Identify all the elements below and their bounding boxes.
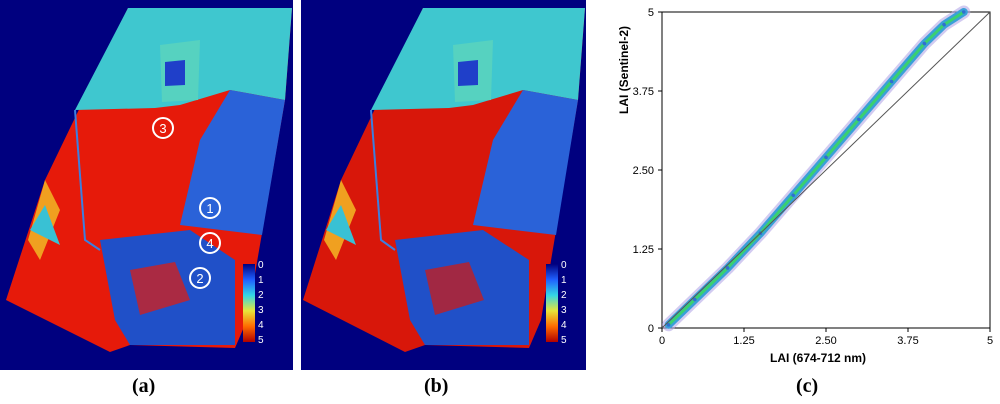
road-line bbox=[370, 109, 396, 251]
marker-2: 2 bbox=[189, 267, 211, 289]
y-tick-label: 2.50 bbox=[633, 165, 654, 177]
marker-1: 1 bbox=[199, 197, 221, 219]
data-point bbox=[666, 323, 671, 327]
legend-label: 0 bbox=[258, 260, 264, 271]
field-small-cyan bbox=[326, 205, 356, 245]
data-point bbox=[725, 266, 730, 270]
field-small-cyan bbox=[30, 205, 60, 245]
x-tick-label: 0 bbox=[659, 335, 665, 347]
svg-text:1: 1 bbox=[206, 201, 213, 216]
svg-text:4: 4 bbox=[206, 236, 213, 251]
one-to-one-line bbox=[661, 11, 991, 329]
field-blue-strip bbox=[473, 90, 578, 235]
y-axis-label: LAI (Sentinel-2) bbox=[617, 26, 631, 114]
caption-a: (a) bbox=[132, 375, 156, 397]
plot-area: 0 1.25 2.50 3.75 5 0 1.25 2.50 3.75 5 bbox=[633, 5, 993, 347]
lai-map-b: 0 1 2 3 4 5 bbox=[301, 0, 586, 370]
x-tick-label: 5 bbox=[987, 335, 993, 347]
data-point bbox=[961, 10, 966, 14]
x-tick-label: 2.50 bbox=[815, 335, 836, 347]
legend-label: 1 bbox=[561, 275, 567, 286]
data-point bbox=[889, 79, 894, 84]
scatter-chart: 0 1.25 2.50 3.75 5 0 1.25 2.50 3.75 5 LAI (674-71… bbox=[617, 5, 993, 365]
lai-map-a-image: 1 2 3 4 0 1 2 3 4 5 bbox=[6, 8, 292, 352]
legend-label: 5 bbox=[561, 335, 567, 346]
legend-label: 4 bbox=[561, 320, 567, 331]
data-point bbox=[942, 22, 946, 27]
data-point bbox=[824, 155, 828, 160]
lai-map-a: 1 2 3 4 0 1 2 3 4 5 bbox=[0, 0, 293, 370]
lai-map-b-image: 0 1 2 3 4 5 bbox=[303, 8, 585, 352]
svg-text:3: 3 bbox=[159, 121, 166, 136]
caption-c: (c) bbox=[796, 375, 819, 397]
legend-label: 3 bbox=[258, 305, 264, 316]
field-patch-dark bbox=[458, 60, 478, 86]
y-tick-label: 0 bbox=[648, 323, 654, 335]
data-point bbox=[693, 297, 697, 302]
village-red-patch bbox=[425, 262, 484, 315]
legend-label: 5 bbox=[258, 335, 264, 346]
x-tick-label: 1.25 bbox=[733, 335, 754, 347]
legend-label: 3 bbox=[561, 305, 567, 316]
legend-colorbar-b bbox=[546, 264, 558, 342]
marker-3: 3 bbox=[152, 117, 174, 139]
field-patch-dark bbox=[165, 60, 185, 86]
village-red-patch bbox=[130, 262, 190, 315]
data-point bbox=[857, 117, 861, 122]
x-tick-label: 3.75 bbox=[897, 335, 918, 347]
svg-text:2: 2 bbox=[196, 271, 203, 286]
legend-label: 2 bbox=[561, 290, 567, 301]
legend-label: 4 bbox=[258, 320, 264, 331]
caption-b: (b) bbox=[424, 375, 449, 397]
x-axis-label: LAI (674-712 nm) bbox=[770, 351, 866, 365]
legend-colorbar-a bbox=[243, 264, 255, 342]
data-point bbox=[791, 193, 795, 198]
y-tick-label: 5 bbox=[648, 7, 654, 19]
legend-label: 2 bbox=[258, 290, 264, 301]
data-point bbox=[922, 41, 927, 46]
marker-4: 4 bbox=[199, 232, 221, 254]
y-tick-label: 1.25 bbox=[633, 244, 654, 256]
road-line bbox=[74, 109, 101, 251]
legend-label: 0 bbox=[561, 260, 567, 271]
y-tick-label: 3.75 bbox=[633, 86, 654, 98]
legend-label: 1 bbox=[258, 275, 264, 286]
